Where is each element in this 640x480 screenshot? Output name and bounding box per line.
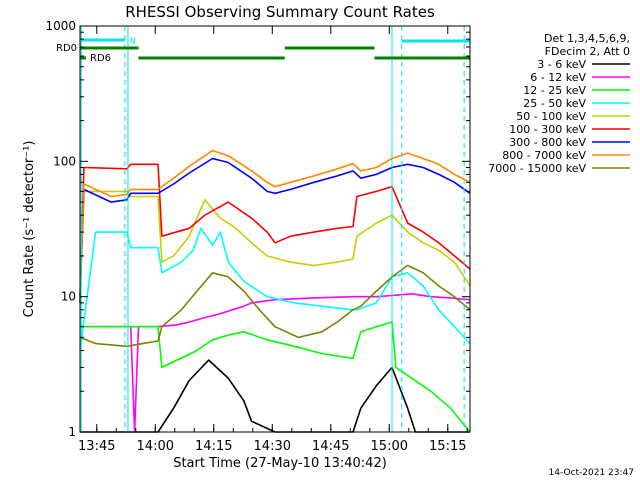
legend: Det 1,3,4,5,6,9, FDecim 2, Att 0 3 - 6 k…	[488, 32, 630, 175]
series-line-4	[79, 227, 471, 351]
x-tick-label: 14:15	[195, 439, 232, 454]
x-tick-label: 15:15	[429, 439, 466, 454]
y-tick-label: 100	[53, 154, 76, 168]
x-axis-label: Start Time (27-May-10 13:40:42)	[173, 456, 387, 471]
legend-header-line-1: Det 1,3,4,5,6,9,	[544, 32, 630, 45]
series-line-2	[80, 293, 471, 433]
legend-label: 6 - 12 keV	[530, 71, 586, 84]
y-axis-label: Count Rate (s⁻¹ detector⁻¹)	[22, 141, 37, 318]
legend-label: 800 - 7000 keV	[502, 149, 586, 162]
y-tick-label: 1000	[45, 19, 76, 33]
x-axis: 13:45 14:00 14:15 14:30 14:45 15:00 15:15	[78, 26, 468, 454]
series-line-7	[79, 157, 471, 297]
legend-label: 300 - 800 keV	[509, 136, 586, 149]
x-tick-label: 14:45	[312, 439, 349, 454]
series-line-3	[80, 321, 471, 433]
y-axis: 1 10 100 1000	[45, 19, 470, 439]
x-tick-label: 14:00	[137, 439, 174, 454]
x-tick-label: 13:45	[78, 439, 115, 454]
series-line-5	[79, 190, 471, 303]
legend-label: 7000 - 15000 keV	[488, 162, 586, 175]
rd0-flag-label: RD0	[56, 43, 77, 54]
night-flag-label: N	[130, 37, 135, 47]
legend-label: 50 - 100 keV	[516, 110, 586, 123]
legend-label: 100 - 300 keV	[509, 123, 586, 136]
series-line-6	[79, 163, 471, 303]
series-line-8	[79, 149, 471, 297]
legend-header-line-2: FDecim 2, Att 0	[545, 45, 630, 58]
legend-label: 12 - 25 keV	[523, 84, 586, 97]
y-tick-label: 1	[68, 425, 76, 439]
x-tick-label: 15:00	[371, 439, 408, 454]
flags-layer: N RD0 RD6	[56, 26, 470, 432]
series-layer	[79, 149, 471, 433]
y-tick-label: 10	[61, 290, 76, 304]
chart-title: RHESSI Observing Summary Count Rates	[125, 3, 435, 21]
series-line-9	[79, 264, 471, 348]
legend-label: 25 - 50 keV	[523, 97, 586, 110]
plot-frame	[79, 25, 471, 433]
legend-label: 3 - 6 keV	[537, 58, 586, 71]
x-tick-label: 14:30	[254, 439, 291, 454]
rd6-flag-label: RD6	[90, 53, 111, 64]
timestamp: 14-Oct-2021 23:47	[549, 468, 634, 478]
